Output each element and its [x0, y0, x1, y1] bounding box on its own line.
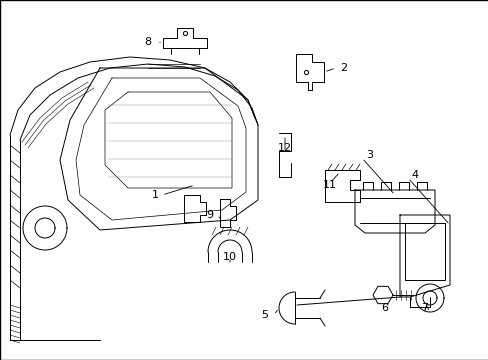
Text: 8: 8 [144, 37, 151, 47]
Text: 2: 2 [340, 63, 347, 73]
Text: 1: 1 [151, 190, 158, 200]
Text: 11: 11 [323, 180, 336, 190]
Text: 5: 5 [261, 310, 268, 320]
Text: 10: 10 [223, 252, 237, 262]
Text: 12: 12 [277, 143, 291, 153]
Text: 3: 3 [366, 150, 373, 160]
Text: 4: 4 [410, 170, 418, 180]
Text: 7: 7 [421, 303, 427, 313]
Text: 9: 9 [206, 210, 213, 220]
Text: 6: 6 [381, 303, 387, 313]
